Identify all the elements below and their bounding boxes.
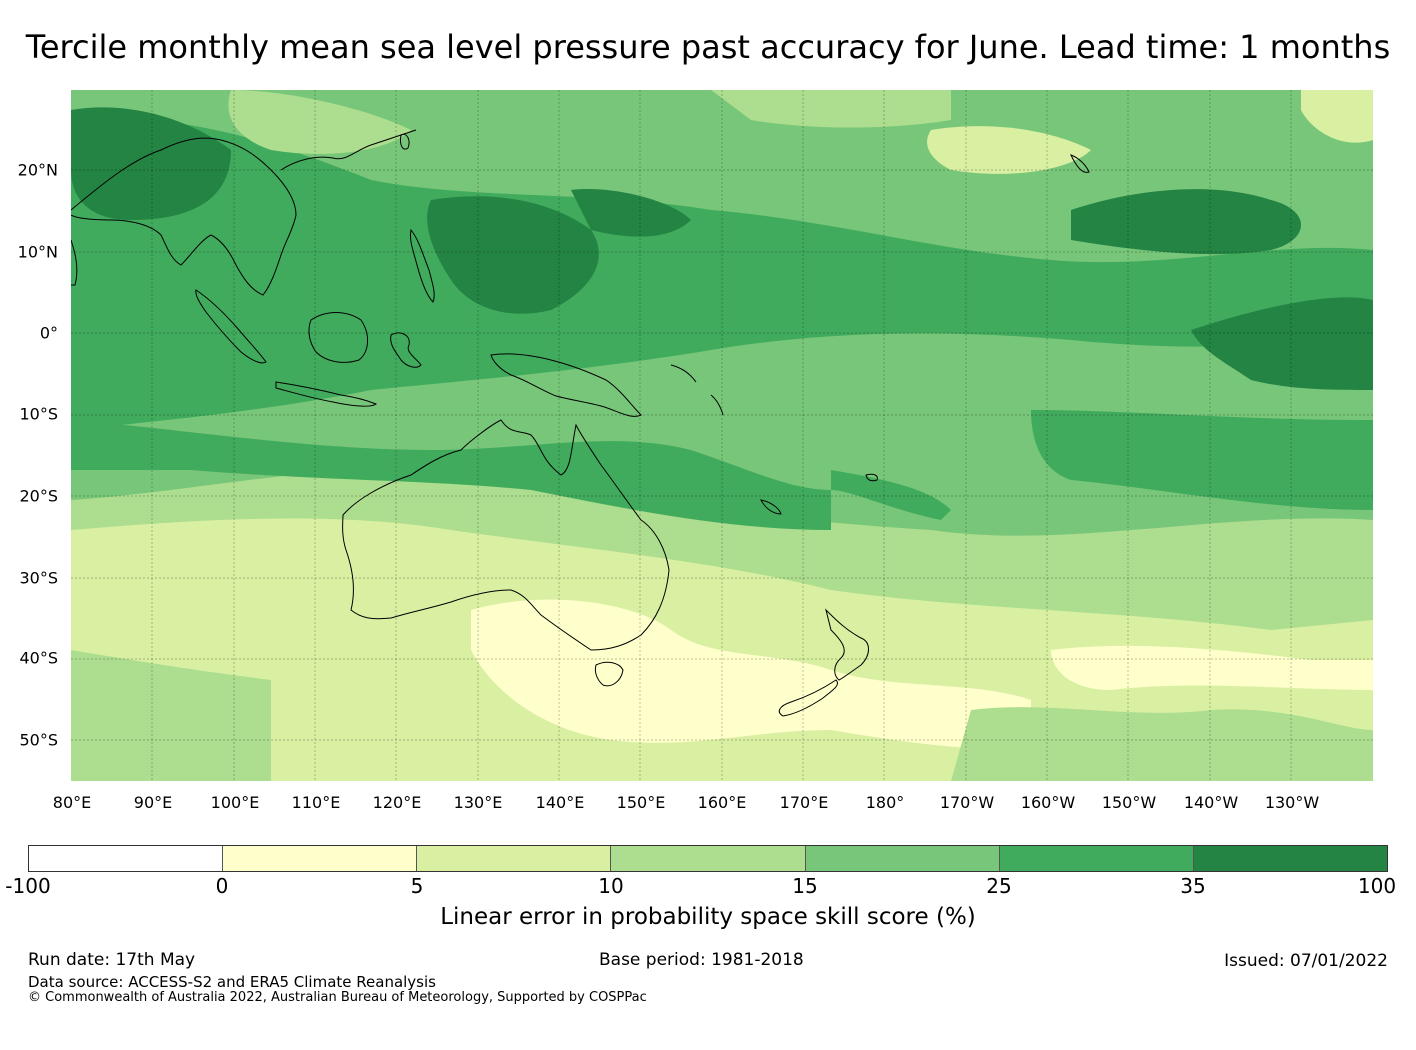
lat-label-20n: 20°N bbox=[17, 160, 58, 180]
lat-label-20s: 20°S bbox=[19, 486, 58, 506]
lon-label-170e: 170°E bbox=[779, 793, 829, 812]
colorbar-segment bbox=[417, 846, 612, 871]
graticule bbox=[71, 90, 1373, 781]
fiji-islands bbox=[865, 473, 878, 482]
lat-label-30s: 30°S bbox=[19, 568, 58, 588]
lon-label-170w: 170°W bbox=[939, 793, 995, 812]
lat-label-50s: 50°S bbox=[19, 730, 58, 750]
colorbar-tick: 15 bbox=[792, 874, 818, 898]
lon-label-160e: 160°E bbox=[697, 793, 747, 812]
colorbar-segment bbox=[611, 846, 806, 871]
new-caledonia bbox=[760, 499, 782, 515]
solomon-islands bbox=[670, 364, 697, 383]
asia-coastline bbox=[71, 137, 297, 296]
lon-label-150e: 150°E bbox=[616, 793, 666, 812]
lon-label-100e: 100°E bbox=[210, 793, 260, 812]
skill-score-map bbox=[71, 90, 1373, 781]
colorbar bbox=[28, 845, 1388, 872]
colorbar-segment bbox=[999, 846, 1194, 871]
data-source: Data source: ACCESS-S2 and ERA5 Climate … bbox=[28, 973, 436, 991]
colorbar-segment bbox=[29, 846, 224, 871]
colorbar-label: Linear error in probability space skill … bbox=[440, 904, 976, 930]
nz-north-island bbox=[825, 608, 869, 681]
colorbar-tick: 25 bbox=[986, 874, 1012, 898]
lon-label-160w: 160°W bbox=[1020, 793, 1076, 812]
lon-label-140w: 140°W bbox=[1183, 793, 1239, 812]
lon-label-90e: 90°E bbox=[133, 793, 173, 812]
china-coastline bbox=[280, 129, 417, 171]
lon-label-130w: 130°W bbox=[1264, 793, 1320, 812]
hawaii-islands bbox=[1070, 154, 1090, 173]
colorbar-tick: 5 bbox=[410, 874, 424, 898]
colorbar-segment bbox=[805, 846, 1000, 871]
lon-label-150w: 150°W bbox=[1101, 793, 1157, 812]
new-guinea-coastline bbox=[490, 353, 642, 417]
colorbar-segment bbox=[223, 846, 418, 871]
taiwan-coastline bbox=[400, 133, 410, 150]
india-coastline bbox=[71, 239, 78, 286]
vanuatu-islands bbox=[710, 394, 724, 416]
skill-shading bbox=[71, 90, 1373, 781]
lat-label-10n: 10°N bbox=[17, 242, 58, 262]
nz-south-island bbox=[778, 679, 838, 717]
colorbar-tick: 0 bbox=[215, 874, 229, 898]
colorbar-tick: -100 bbox=[5, 874, 51, 898]
java-coastline bbox=[275, 381, 377, 407]
borneo-coastline bbox=[308, 312, 368, 363]
issued-date: Issued: 07/01/2022 bbox=[1224, 951, 1388, 971]
colorbar-segment bbox=[1193, 846, 1387, 871]
colorbar-tick: 35 bbox=[1180, 874, 1206, 898]
map-title: Tercile monthly mean sea level pressure … bbox=[25, 28, 1391, 66]
lon-label-80e: 80°E bbox=[52, 793, 92, 812]
philippines-coastline bbox=[410, 228, 435, 303]
sumatra-coastline bbox=[195, 289, 267, 364]
sulawesi-coastline bbox=[390, 332, 422, 368]
lat-label-10s: 10°S bbox=[19, 404, 58, 424]
tasmania-coastline bbox=[594, 661, 624, 687]
lon-label-140e: 140°E bbox=[535, 793, 585, 812]
australia-coastline bbox=[342, 419, 670, 651]
lat-label-40s: 40°S bbox=[19, 648, 58, 668]
lat-label-0: 0° bbox=[39, 323, 58, 343]
copyright: © Commonwealth of Australia 2022, Austra… bbox=[28, 990, 647, 1005]
colorbar-tick: 10 bbox=[598, 874, 624, 898]
coastlines bbox=[71, 129, 1090, 717]
base-period: Base period: 1981-2018 bbox=[599, 950, 804, 970]
lon-label-120e: 120°E bbox=[372, 793, 422, 812]
lon-label-110e: 110°E bbox=[291, 793, 341, 812]
lon-label-180: 180° bbox=[865, 793, 905, 812]
colorbar-tick: 100 bbox=[1357, 874, 1397, 898]
lon-label-130e: 130°E bbox=[453, 793, 503, 812]
run-date: Run date: 17th May bbox=[28, 950, 196, 970]
map-canvas bbox=[71, 90, 1373, 781]
